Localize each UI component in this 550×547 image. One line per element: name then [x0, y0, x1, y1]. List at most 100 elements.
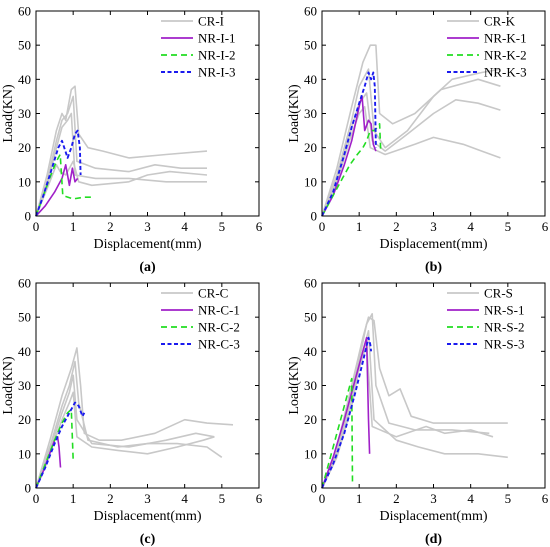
- x-tick-label: 1: [356, 491, 363, 506]
- y-tick-label: 60: [304, 4, 317, 19]
- y-tick-label: 30: [304, 378, 317, 393]
- series-line-nr-c-2-1: [35, 408, 74, 489]
- legend-label-nr-k-2: NR-K-2: [484, 48, 527, 63]
- panel-label: (a): [139, 260, 156, 275]
- legend-label-cr-i: CR-I: [198, 14, 224, 29]
- chart-panel-c: 0 1 2 3 4 5 60102030405060Displacement(mm)Load…: [1, 276, 263, 547]
- x-tick-label: 6: [542, 219, 549, 234]
- x-tick-label: 0: [33, 219, 40, 234]
- y-tick-label: 50: [18, 38, 31, 53]
- series-line-cr-c-3: [35, 374, 215, 489]
- y-tick-label: 50: [18, 310, 31, 325]
- x-tick-label: 2: [107, 219, 114, 234]
- y-axis-title: Load(KN): [1, 356, 16, 415]
- y-tick-label: 30: [304, 106, 317, 121]
- series-group-b: [321, 44, 501, 217]
- series-line-cr-c-2: [35, 360, 223, 489]
- y-tick-label: 10: [304, 446, 317, 461]
- y-tick-label: 0: [311, 481, 318, 496]
- series-line-nr-k-2-1: [321, 123, 382, 217]
- series-line-cr-k-3: [321, 92, 501, 217]
- series-nr-s-2: [321, 377, 354, 489]
- series-line-cr-k-2: [321, 68, 501, 217]
- series-line-cr-s-4: [321, 343, 494, 489]
- x-tick-label: 3: [144, 491, 151, 506]
- legend-label-nr-k-1: NR-K-1: [484, 31, 527, 46]
- x-axis-title: Displacement(mm): [379, 509, 487, 524]
- y-tick-label: 10: [304, 174, 317, 189]
- series-nr-k-1: [321, 95, 377, 217]
- x-axis-title: Displacement(mm): [93, 509, 201, 524]
- series-line-cr-s-3: [321, 330, 508, 489]
- x-tick-label: 5: [219, 491, 226, 506]
- chart-panel-a: 0 1 2 3 4 5 60102030405060Displacement(mm)Load…: [1, 4, 263, 276]
- series-nr-k-3: [321, 71, 377, 217]
- x-tick-label: 1: [356, 219, 363, 234]
- x-tick-label: 5: [219, 219, 226, 234]
- series-line-cr-k-1: [321, 44, 501, 217]
- panel-label: (b): [425, 260, 442, 275]
- panel-label: (d): [425, 532, 442, 547]
- x-tick-label: 1: [70, 219, 77, 234]
- y-tick-label: 40: [18, 344, 31, 359]
- y-tick-label: 60: [18, 276, 31, 291]
- legend-b: CR-K NR-K-1 NR-K-2 NR-K-3: [447, 14, 527, 80]
- series-line-cr-i-2: [35, 95, 207, 217]
- series-line-nr-i-3-1: [35, 129, 82, 217]
- legend-label-nr-c-3: NR-C-3: [198, 337, 240, 352]
- legend-label-nr-i-3: NR-I-3: [198, 65, 236, 80]
- y-tick-label: 20: [304, 140, 317, 155]
- y-tick-label: 40: [304, 344, 317, 359]
- series-cr-k: [321, 44, 501, 217]
- legend-a: CR-I NR-I-1 NR-I-2 NR-I-3: [161, 14, 236, 80]
- panel-label: (c): [140, 532, 156, 547]
- legend-label-nr-i-2: NR-I-2: [198, 48, 236, 63]
- series-nr-s-3: [321, 336, 373, 489]
- legend-label-nr-k-3: NR-K-3: [484, 65, 527, 80]
- x-tick-label: 3: [430, 219, 437, 234]
- x-axis-title: Displacement(mm): [93, 237, 201, 252]
- x-tick-label: 4: [181, 491, 188, 506]
- legend-label-nr-c-2: NR-C-2: [198, 320, 240, 335]
- x-tick-label: 4: [467, 491, 474, 506]
- series-line-nr-i-2-1: [35, 153, 92, 217]
- x-tick-label: 0: [319, 491, 326, 506]
- legend-label-nr-s-1: NR-S-1: [484, 303, 524, 318]
- series-line-cr-c-4: [35, 391, 215, 489]
- series-line-cr-k-4: [321, 105, 501, 217]
- x-tick-label: 2: [393, 219, 400, 234]
- series-line-cr-i-4: [35, 160, 208, 217]
- y-axis-title: Load(KN): [287, 356, 302, 415]
- x-tick-label: 6: [256, 491, 263, 506]
- x-tick-label: 2: [393, 491, 400, 506]
- y-tick-label: 50: [304, 38, 317, 53]
- x-tick-label: 4: [181, 219, 188, 234]
- series-line-nr-k-3-1: [321, 71, 377, 217]
- series-cr-i: [35, 85, 208, 217]
- chart-panel-b: 0 1 2 3 4 5 60102030405060Displacement(mm)Load…: [287, 4, 549, 276]
- series-line-nr-i-1-1: [35, 164, 79, 217]
- series-line-cr-i-1: [35, 85, 208, 217]
- y-tick-label: 40: [304, 72, 317, 87]
- chart-panel-d: 0 1 2 3 4 5 60102030405060Displacement(mm)Load…: [287, 276, 549, 547]
- series-nr-c-2: [35, 408, 74, 489]
- y-tick-label: 10: [18, 174, 31, 189]
- x-axis-title: Displacement(mm): [379, 237, 487, 252]
- y-tick-label: 60: [18, 4, 31, 19]
- y-tick-label: 40: [18, 72, 31, 87]
- y-tick-label: 20: [18, 412, 31, 427]
- series-nr-i-3: [35, 129, 82, 217]
- legend-label-nr-s-2: NR-S-2: [484, 320, 524, 335]
- series-line-cr-c-1: [35, 347, 234, 489]
- series-line-nr-c-3-1: [35, 401, 86, 489]
- legend-label-cr-k: CR-K: [484, 14, 516, 29]
- series-line-nr-s-1-1: [321, 336, 371, 489]
- legend-label-nr-c-1: NR-C-1: [198, 303, 240, 318]
- legend-label-nr-i-1: NR-I-1: [198, 31, 236, 46]
- legend-d: CR-S NR-S-1 NR-S-2 NR-S-3: [447, 286, 524, 352]
- x-tick-label: 6: [256, 219, 263, 234]
- legend-label-cr-c: CR-C: [198, 286, 228, 301]
- x-tick-label: 5: [505, 491, 512, 506]
- legend-label-nr-s-3: NR-S-3: [484, 337, 524, 352]
